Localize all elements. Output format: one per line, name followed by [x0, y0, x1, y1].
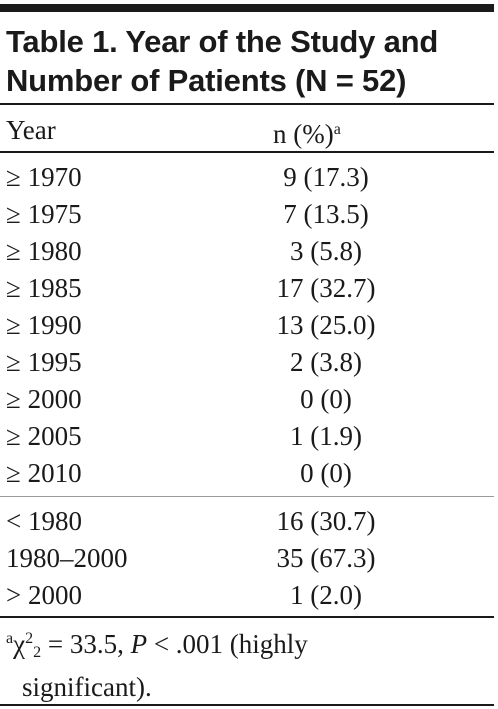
chi-statistic: = 33.5, [41, 629, 131, 659]
row-n: 1 (1.9) [290, 421, 362, 451]
row-year: ≥ 1975 [6, 199, 82, 229]
chi-subscript: 2 [33, 644, 42, 661]
header-n-percent: n (%)a [273, 113, 341, 151]
row-n: 0 (0) [300, 458, 352, 488]
row-year: ≥ 1980 [6, 236, 82, 266]
row-year: ≥ 2010 [6, 458, 82, 488]
table-title-line-2: Number of Patients (N = 52) [6, 63, 407, 98]
row-year: ≥ 2000 [6, 384, 82, 414]
row-n: 0 (0) [300, 384, 352, 414]
header-bottom-rule [0, 151, 494, 153]
p-value: < .001 (highly [147, 629, 308, 659]
chi-symbol: χ [13, 629, 26, 659]
row-n: 7 (13.5) [283, 199, 369, 229]
footnote-line-2: significant). [22, 672, 152, 702]
footnote-marker: a [6, 630, 14, 647]
summary-row-n: 35 (67.3) [276, 543, 376, 573]
summary-row-n: 16 (30.7) [276, 506, 376, 536]
row-n: 2 (3.8) [290, 347, 362, 377]
summary-row-n: 1 (2.0) [290, 580, 362, 610]
top-thick-rule [0, 4, 494, 12]
row-n: 17 (32.7) [276, 273, 376, 303]
row-year: ≥ 1990 [6, 310, 82, 340]
header-top-rule [0, 103, 494, 105]
table-title-line-1: Table 1. Year of the Study and [6, 24, 439, 59]
row-year: ≥ 2005 [6, 421, 82, 451]
section-divider-rule [0, 496, 494, 497]
table-footnote: aχ22 = 33.5, P < .001 (highly significan… [6, 622, 476, 704]
p-label: P [130, 629, 148, 659]
row-year: ≥ 1995 [6, 347, 82, 377]
row-n: 9 (17.3) [283, 162, 369, 192]
footnote-top-rule [0, 616, 494, 618]
header-n-footnote-marker: a [333, 121, 341, 138]
summary-row-year: < 1980 [6, 506, 82, 536]
chi-superscript: 2 [25, 630, 34, 647]
summary-row-year: > 2000 [6, 580, 82, 610]
row-year: ≥ 1970 [6, 162, 82, 192]
summary-row-year: 1980–2000 [6, 543, 128, 573]
header-n-label: n (%) [273, 119, 334, 149]
header-year: Year [6, 115, 56, 145]
table-title: Table 1. Year of the Study and Number of… [6, 22, 494, 100]
row-year: ≥ 1985 [6, 273, 82, 303]
row-n: 3 (5.8) [290, 236, 362, 266]
row-n: 13 (25.0) [276, 310, 376, 340]
table-bottom-rule [0, 704, 494, 706]
